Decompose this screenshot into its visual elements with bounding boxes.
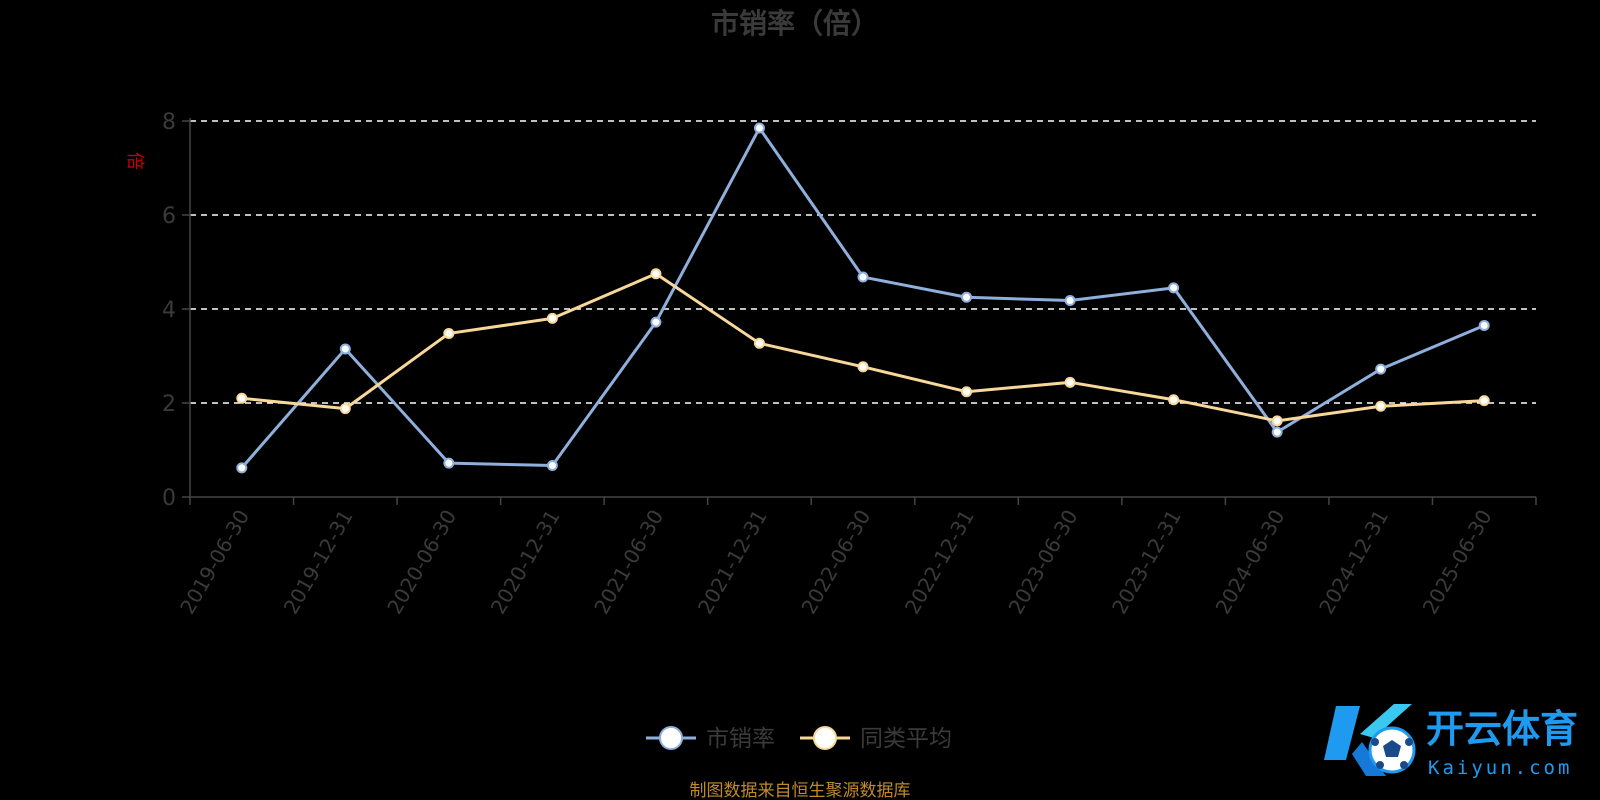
data-point[interactable]: [1478, 319, 1490, 331]
x-tick-label: 2020-12-31: [486, 506, 565, 619]
data-point[interactable]: [443, 327, 455, 339]
x-tick-label: 2024-06-30: [1211, 506, 1290, 619]
watermark-logo: 开云体育 Kaiyun.com: [1324, 704, 1578, 779]
y-tick-label: 2: [162, 392, 176, 417]
data-point[interactable]: [961, 386, 973, 398]
y-tick-label: 6: [162, 204, 176, 229]
data-point[interactable]: [1168, 394, 1180, 406]
data-point[interactable]: [753, 122, 765, 134]
x-tick-label: 2021-06-30: [589, 506, 668, 619]
x-tick-label: 2025-06-30: [1418, 506, 1497, 619]
data-point[interactable]: [1271, 426, 1283, 438]
legend-marker: [659, 726, 683, 750]
data-point[interactable]: [857, 271, 869, 283]
series-lines: [240, 126, 1485, 469]
data-point[interactable]: [546, 312, 558, 324]
data-point[interactable]: [1375, 400, 1387, 412]
x-tick-label: 2022-06-30: [796, 506, 875, 619]
soccer-ball-icon: [1368, 726, 1416, 774]
y-tick-label: 0: [162, 486, 176, 511]
data-point[interactable]: [650, 316, 662, 328]
data-point[interactable]: [339, 403, 351, 415]
source-note: 制图数据来自恒生聚源数据库: [690, 781, 911, 800]
y-tick-label: 8: [162, 110, 176, 135]
data-point[interactable]: [1064, 376, 1076, 388]
data-point[interactable]: [1064, 295, 1076, 307]
x-tick-label: 2023-12-31: [1107, 506, 1186, 619]
data-point[interactable]: [650, 268, 662, 280]
grid-lines: [190, 120, 1536, 404]
data-point[interactable]: [1375, 363, 1387, 375]
legend-item-1[interactable]: 同类平均: [800, 726, 952, 752]
x-tick-label: 2021-12-31: [693, 506, 772, 619]
data-point[interactable]: [1478, 395, 1490, 407]
data-point[interactable]: [546, 460, 558, 472]
legend-marker: [813, 726, 837, 750]
x-tick-label: 2020-06-30: [382, 506, 461, 619]
y-axis-unit-label: 倍: [124, 152, 145, 170]
watermark-cn-text: 开云体育: [1426, 707, 1578, 751]
chart-title: 市销率（倍）: [711, 7, 879, 40]
data-point[interactable]: [1168, 282, 1180, 294]
data-point[interactable]: [339, 343, 351, 355]
data-point[interactable]: [1271, 415, 1283, 427]
x-tick-label: 2019-12-31: [279, 506, 358, 619]
data-point[interactable]: [236, 392, 248, 404]
x-tick-label: 2019-06-30: [175, 506, 254, 619]
data-point[interactable]: [236, 462, 248, 474]
legend[interactable]: 市销率 同类平均: [646, 726, 952, 752]
legend-label: 同类平均: [860, 726, 952, 752]
data-point[interactable]: [443, 457, 455, 469]
x-tick-label: 2024-12-31: [1314, 506, 1393, 619]
series-points: [236, 122, 1490, 474]
x-tick-label: 2023-06-30: [1004, 506, 1083, 619]
x-tick-label: 2022-12-31: [900, 506, 979, 619]
legend-label: 市销率: [706, 726, 775, 752]
y-tick-label: 4: [162, 298, 176, 323]
legend-item-0[interactable]: 市销率: [646, 726, 775, 752]
data-point[interactable]: [961, 291, 973, 303]
watermark-en-text: Kaiyun.com: [1428, 757, 1572, 779]
data-point[interactable]: [753, 337, 765, 349]
data-point[interactable]: [857, 361, 869, 373]
series-line-1: [241, 272, 1485, 423]
